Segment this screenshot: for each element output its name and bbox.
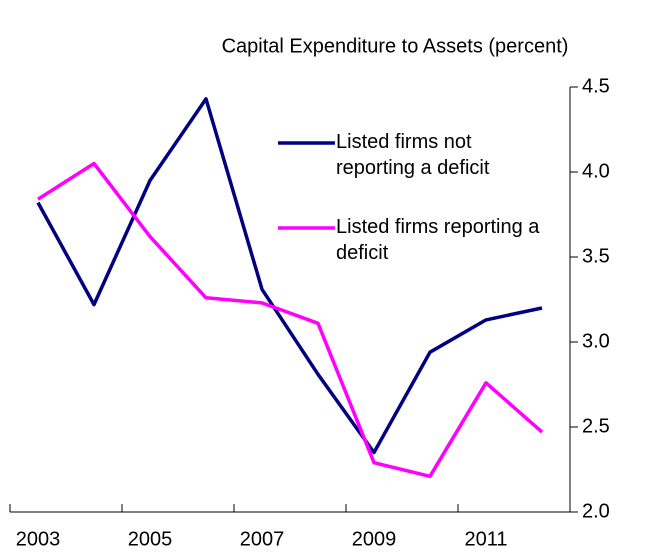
series-line xyxy=(36,97,543,455)
series-line xyxy=(37,161,544,479)
y-tick-label: 3.5 xyxy=(582,245,610,267)
y-tick-label: 4.0 xyxy=(582,160,610,182)
chart-title: Capital Expenditure to Assets (percent) xyxy=(222,35,569,57)
y-tick-label: 2.0 xyxy=(582,500,610,522)
legend-label: Listed firms reporting a deficit xyxy=(336,216,540,264)
y-tick-label: 3.0 xyxy=(582,330,610,352)
x-tick-label: 2003 xyxy=(16,528,61,550)
x-tick-label: 2009 xyxy=(352,528,397,550)
x-tick-label: 2005 xyxy=(128,528,173,550)
y-tick-label: 4.5 xyxy=(582,75,610,97)
x-tick-label: 2011 xyxy=(464,528,507,550)
y-tick-label: 2.5 xyxy=(582,415,610,437)
legend-label: Listed firms not reporting a deficit xyxy=(336,131,490,179)
x-tick-label: 2007 xyxy=(240,528,285,550)
